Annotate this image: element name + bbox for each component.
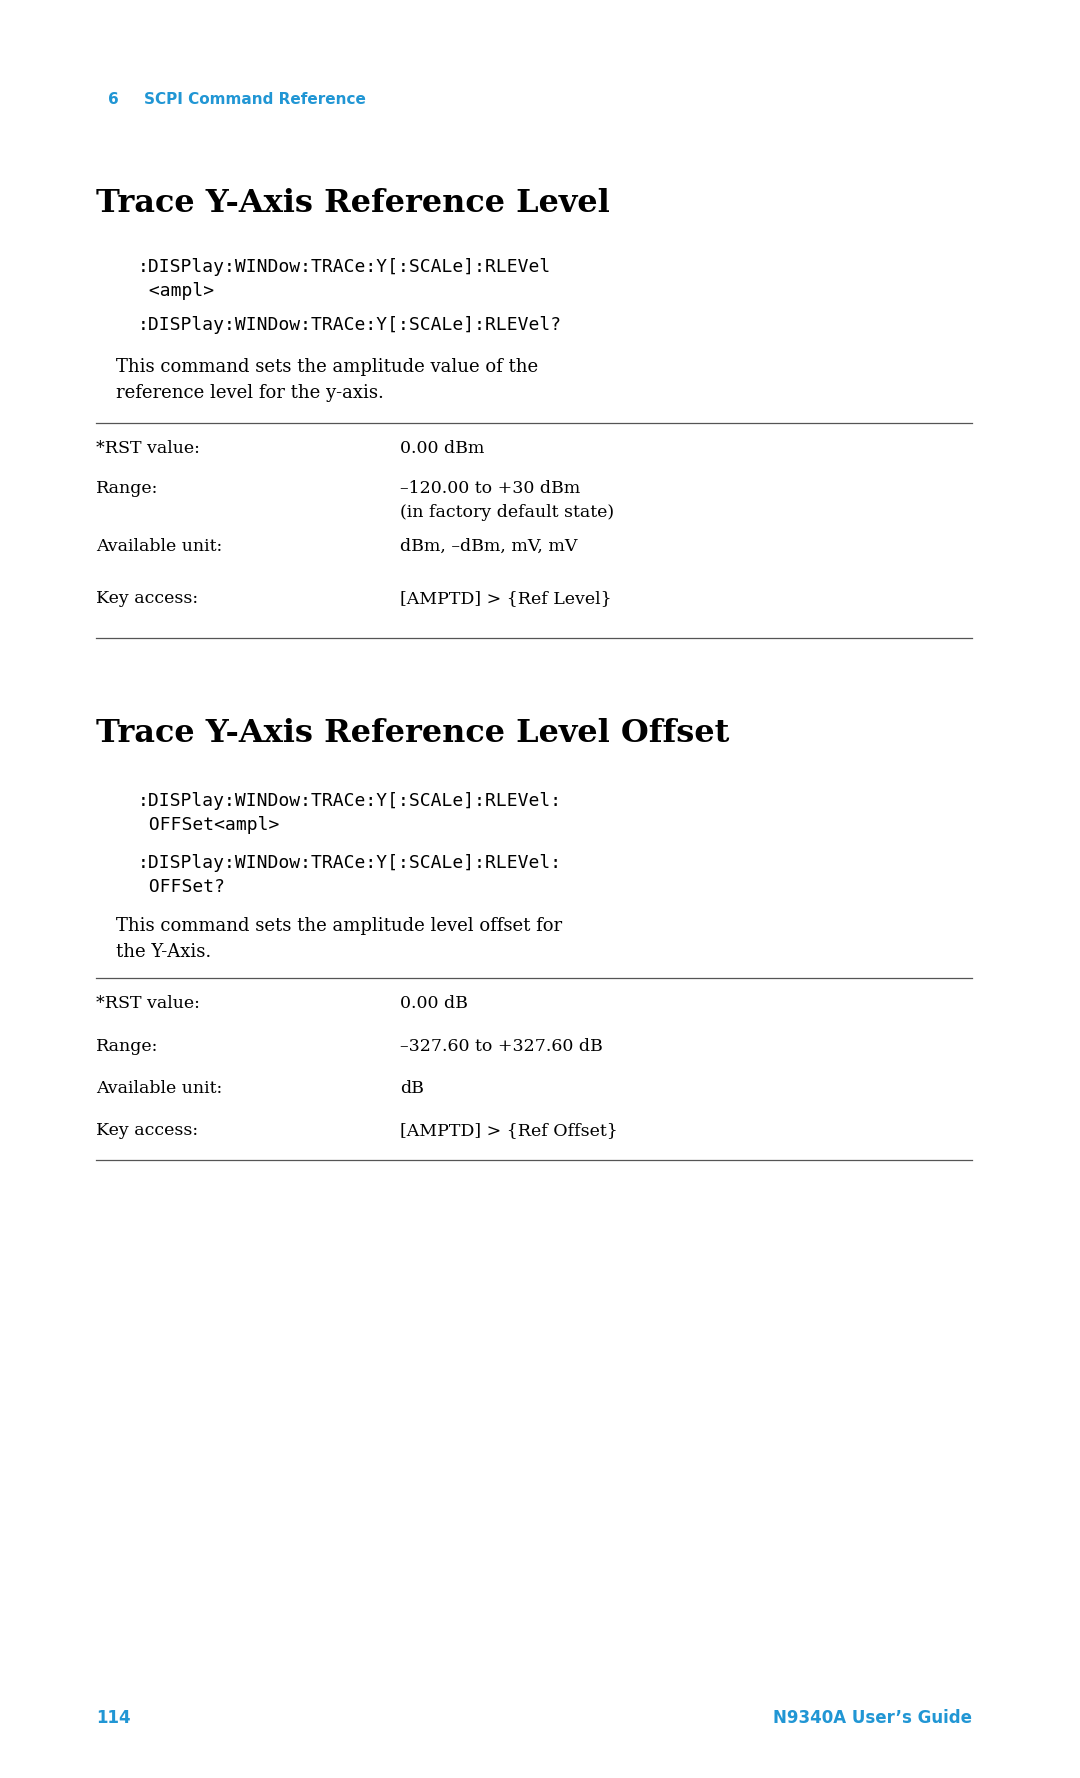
Text: Trace Y-Axis Reference Level Offset: Trace Y-Axis Reference Level Offset xyxy=(96,718,729,749)
Text: This command sets the amplitude value of the
reference level for the y-axis.: This command sets the amplitude value of… xyxy=(116,357,538,402)
Text: dBm, –dBm, mV, mV: dBm, –dBm, mV, mV xyxy=(400,539,578,555)
Text: :DISPlay:WINDow:TRACe:Y[:SCALe]:RLEVel:
 OFFSet<ampl>: :DISPlay:WINDow:TRACe:Y[:SCALe]:RLEVel: … xyxy=(138,791,562,834)
Text: :DISPlay:WINDow:TRACe:Y[:SCALe]:RLEVel
 <ampl>: :DISPlay:WINDow:TRACe:Y[:SCALe]:RLEVel <… xyxy=(138,258,551,300)
Text: :DISPlay:WINDow:TRACe:Y[:SCALe]:RLEVel?: :DISPlay:WINDow:TRACe:Y[:SCALe]:RLEVel? xyxy=(138,316,562,334)
Text: :DISPlay:WINDow:TRACe:Y[:SCALe]:RLEVel:
 OFFSet?: :DISPlay:WINDow:TRACe:Y[:SCALe]:RLEVel: … xyxy=(138,853,562,896)
Text: dB: dB xyxy=(400,1079,423,1097)
Text: Key access:: Key access: xyxy=(96,590,198,606)
Text: 0.00 dBm: 0.00 dBm xyxy=(400,439,484,457)
Text: *RST value:: *RST value: xyxy=(96,996,200,1012)
Text: Key access:: Key access: xyxy=(96,1122,198,1140)
Text: [AMPTD] > {Ref Level}: [AMPTD] > {Ref Level} xyxy=(400,590,611,606)
Text: Range:: Range: xyxy=(96,480,159,498)
Text: –327.60 to +327.60 dB: –327.60 to +327.60 dB xyxy=(400,1038,603,1054)
Text: 114: 114 xyxy=(96,1709,131,1726)
Text: *RST value:: *RST value: xyxy=(96,439,200,457)
Text: –120.00 to +30 dBm
(in factory default state): –120.00 to +30 dBm (in factory default s… xyxy=(400,480,615,521)
Text: This command sets the amplitude level offset for
the Y-Axis.: This command sets the amplitude level of… xyxy=(116,917,562,962)
Text: Available unit:: Available unit: xyxy=(96,539,222,555)
Text: 0.00 dB: 0.00 dB xyxy=(400,996,468,1012)
Text: Available unit:: Available unit: xyxy=(96,1079,222,1097)
Text: Trace Y-Axis Reference Level: Trace Y-Axis Reference Level xyxy=(96,188,610,219)
Text: [AMPTD] > {Ref Offset}: [AMPTD] > {Ref Offset} xyxy=(400,1122,618,1140)
Text: Range:: Range: xyxy=(96,1038,159,1054)
Text: SCPI Command Reference: SCPI Command Reference xyxy=(144,92,366,107)
Text: 6: 6 xyxy=(108,92,119,107)
Text: N9340A User’s Guide: N9340A User’s Guide xyxy=(773,1709,972,1726)
